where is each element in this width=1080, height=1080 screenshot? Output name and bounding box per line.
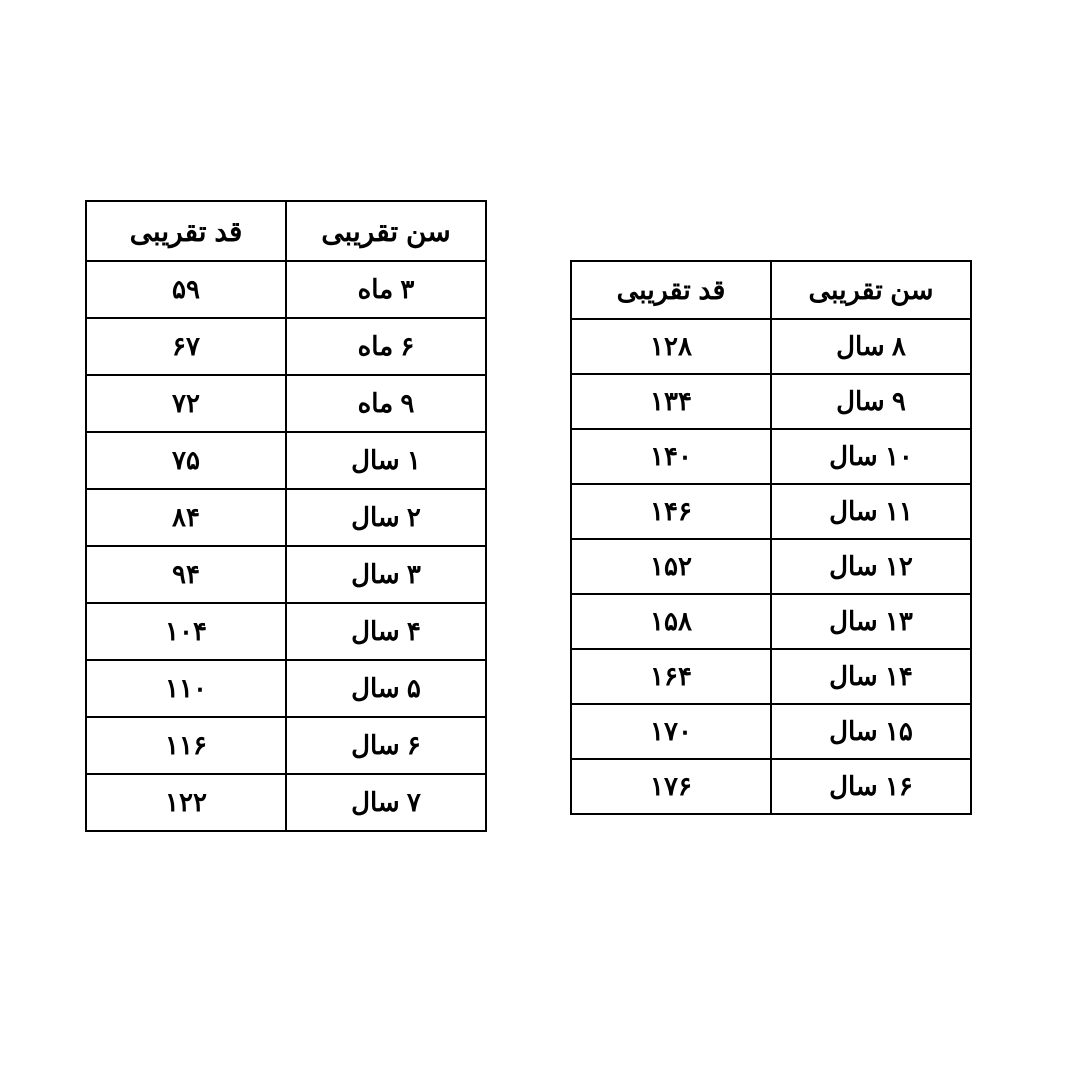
table-row: ۷ سال۱۲۲ bbox=[86, 774, 486, 831]
table-row: ۱۳ سال۱۵۸ bbox=[571, 594, 971, 649]
cell-height: ۱۲۸ bbox=[571, 319, 771, 374]
table-row: ۴ سال۱۰۴ bbox=[86, 603, 486, 660]
table-row: ۱۰ سال۱۴۰ bbox=[571, 429, 971, 484]
cell-age: ۲ سال bbox=[286, 489, 486, 546]
cell-height: ۶۷ bbox=[86, 318, 286, 375]
cell-height: ۷۵ bbox=[86, 432, 286, 489]
cell-age: ۳ سال bbox=[286, 546, 486, 603]
cell-age: ۶ سال bbox=[286, 717, 486, 774]
table-row: ۹ ماه۷۲ bbox=[86, 375, 486, 432]
cell-age: ۴ سال bbox=[286, 603, 486, 660]
cell-age: ۹ ماه bbox=[286, 375, 486, 432]
age-height-table-1: سن تقریبی قد تقریبی ۳ ماه۵۹ ۶ ماه۶۷ ۹ ما… bbox=[85, 200, 487, 832]
table-header-row: سن تقریبی قد تقریبی bbox=[571, 261, 971, 319]
table-row: ۱۵ سال۱۷۰ bbox=[571, 704, 971, 759]
col-header-height: قد تقریبی bbox=[86, 201, 286, 261]
cell-height: ۱۴۶ bbox=[571, 484, 771, 539]
table-header-row: سن تقریبی قد تقریبی bbox=[86, 201, 486, 261]
col-header-age: سن تقریبی bbox=[771, 261, 971, 319]
cell-height: ۱۰۴ bbox=[86, 603, 286, 660]
table-row: ۱ سال۷۵ bbox=[86, 432, 486, 489]
cell-age: ۱۵ سال bbox=[771, 704, 971, 759]
cell-age: ۹ سال bbox=[771, 374, 971, 429]
cell-height: ۸۴ bbox=[86, 489, 286, 546]
cell-height: ۱۳۴ bbox=[571, 374, 771, 429]
cell-height: ۱۱۰ bbox=[86, 660, 286, 717]
cell-age: ۱ سال bbox=[286, 432, 486, 489]
cell-height: ۱۶۴ bbox=[571, 649, 771, 704]
table-row: ۹ سال۱۳۴ bbox=[571, 374, 971, 429]
table-row: ۳ سال۹۴ bbox=[86, 546, 486, 603]
cell-age: ۱۴ سال bbox=[771, 649, 971, 704]
table-row: ۶ ماه۶۷ bbox=[86, 318, 486, 375]
cell-height: ۱۲۲ bbox=[86, 774, 286, 831]
cell-age: ۷ سال bbox=[286, 774, 486, 831]
table-row: ۱۲ سال۱۵۲ bbox=[571, 539, 971, 594]
cell-age: ۱۱ سال bbox=[771, 484, 971, 539]
cell-age: ۱۰ سال bbox=[771, 429, 971, 484]
cell-height: ۱۷۰ bbox=[571, 704, 771, 759]
cell-age: ۱۶ سال bbox=[771, 759, 971, 814]
cell-age: ۶ ماه bbox=[286, 318, 486, 375]
cell-age: ۵ سال bbox=[286, 660, 486, 717]
cell-height: ۹۴ bbox=[86, 546, 286, 603]
cell-height: ۷۲ bbox=[86, 375, 286, 432]
table-row: ۱۱ سال۱۴۶ bbox=[571, 484, 971, 539]
cell-age: ۱۳ سال bbox=[771, 594, 971, 649]
cell-height: ۵۹ bbox=[86, 261, 286, 318]
col-header-height: قد تقریبی bbox=[571, 261, 771, 319]
cell-height: ۱۵۲ bbox=[571, 539, 771, 594]
table-row: ۶ سال۱۱۶ bbox=[86, 717, 486, 774]
cell-age: ۱۲ سال bbox=[771, 539, 971, 594]
table-row: ۳ ماه۵۹ bbox=[86, 261, 486, 318]
page: سن تقریبی قد تقریبی ۳ ماه۵۹ ۶ ماه۶۷ ۹ ما… bbox=[0, 0, 1080, 1080]
table-row: ۱۴ سال۱۶۴ bbox=[571, 649, 971, 704]
age-height-table-2: سن تقریبی قد تقریبی ۸ سال۱۲۸ ۹ سال۱۳۴ ۱۰… bbox=[570, 260, 972, 815]
cell-age: ۳ ماه bbox=[286, 261, 486, 318]
cell-height: ۱۴۰ bbox=[571, 429, 771, 484]
table-row: ۲ سال۸۴ bbox=[86, 489, 486, 546]
table-row: ۵ سال۱۱۰ bbox=[86, 660, 486, 717]
cell-age: ۸ سال bbox=[771, 319, 971, 374]
col-header-age: سن تقریبی bbox=[286, 201, 486, 261]
table-row: ۸ سال۱۲۸ bbox=[571, 319, 971, 374]
cell-height: ۱۵۸ bbox=[571, 594, 771, 649]
table-row: ۱۶ سال۱۷۶ bbox=[571, 759, 971, 814]
cell-height: ۱۷۶ bbox=[571, 759, 771, 814]
cell-height: ۱۱۶ bbox=[86, 717, 286, 774]
